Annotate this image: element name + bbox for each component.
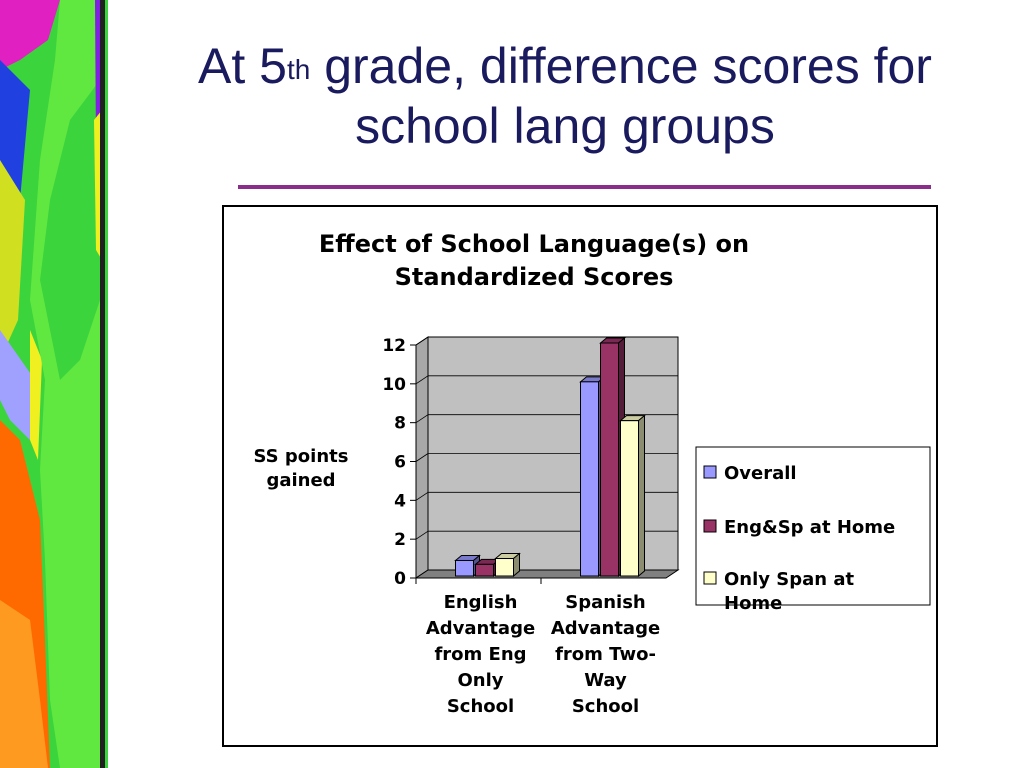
legend-label: Eng&Sp at Home — [724, 517, 895, 538]
x-category-label-line: English — [444, 592, 518, 613]
title-prefix: At 5 — [198, 38, 287, 94]
bar-side — [638, 414, 645, 578]
y-tick-label: 10 — [382, 375, 406, 395]
title-suffix: grade, difference scores for school lang… — [310, 38, 932, 154]
x-category-label-line: School — [447, 696, 514, 717]
legend-swatch — [703, 571, 717, 585]
legend-swatch — [703, 519, 717, 533]
x-category-label-line: Advantage — [551, 618, 660, 639]
x-category-label-line: from Two- — [555, 644, 656, 665]
y-axis-label-line: gained — [266, 470, 335, 491]
side-decoration — [0, 0, 108, 768]
chart-title-line: Effect of School Language(s) on — [319, 230, 749, 258]
title-mask — [852, 225, 932, 265]
x-category-label-line: Only — [457, 670, 503, 691]
legend-label: Overall — [724, 463, 797, 484]
title-underline — [238, 185, 931, 189]
y-tick-label: 12 — [382, 336, 406, 356]
chart-frame: Effect of School Language(s) on Standardi… — [222, 205, 938, 747]
x-category-label-line: Spanish — [565, 592, 646, 613]
gridline-side — [415, 530, 429, 540]
x-category-label-line: Way — [584, 670, 627, 691]
gridline-side — [415, 336, 429, 346]
gridline-side — [415, 414, 429, 423]
legend-swatch — [703, 465, 717, 479]
bar-chart: Effect of School Language(s) on Standardi… — [254, 225, 932, 717]
bar — [620, 420, 639, 577]
y-tick-label: 4 — [394, 491, 406, 511]
bar — [455, 559, 474, 577]
gridline-side — [415, 375, 429, 385]
x-category-label-line: Advantage — [426, 618, 535, 639]
legend-box — [695, 446, 931, 606]
y-tick-label: 2 — [394, 530, 406, 550]
y-tick-label: 8 — [394, 414, 406, 434]
bar — [475, 563, 494, 577]
slide-title: At 5th grade, difference scores for scho… — [130, 36, 1000, 156]
legend-label: Only Span at — [724, 569, 855, 590]
x-category-label-line: School — [572, 696, 639, 717]
y-axis-label-line: SS points — [254, 446, 349, 467]
x-category-label-line: from Eng — [434, 644, 526, 665]
y-tick-label: 0 — [394, 569, 406, 589]
bar — [600, 342, 619, 577]
gridline-side — [415, 492, 429, 501]
chart-title-line: Standardized Scores — [395, 263, 674, 291]
bar — [495, 558, 514, 577]
gridline-side — [415, 453, 429, 462]
title-superscript: th — [286, 54, 311, 85]
bar — [580, 381, 599, 577]
y-tick-label: 6 — [394, 453, 406, 473]
legend-label: Home — [724, 593, 782, 614]
